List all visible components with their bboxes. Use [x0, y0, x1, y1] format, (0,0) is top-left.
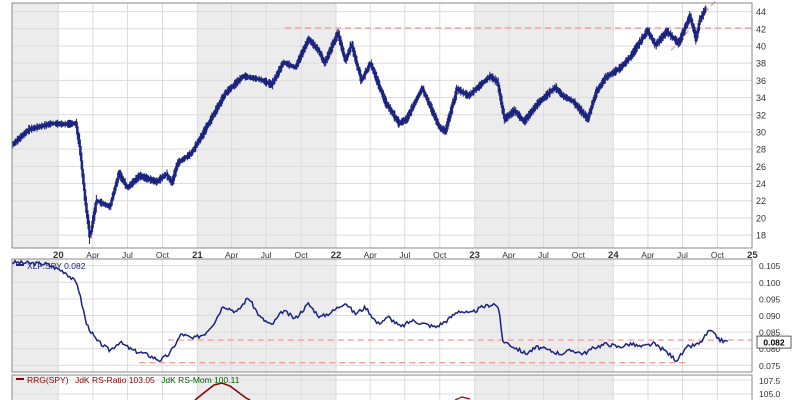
price-x-tick-label: 21	[192, 250, 203, 261]
price-y-tick-label: 36	[756, 76, 766, 86]
price-background	[12, 3, 752, 248]
ratio-y-tick-label: 0.085	[759, 328, 781, 338]
price-y-tick-label: 38	[756, 59, 766, 69]
ratio-last-value-box	[756, 335, 792, 349]
price-x-tick-label: Apr	[502, 250, 515, 260]
ratio-legend-text: XLF:SPY 0.082	[27, 261, 86, 271]
price-y-tick-label: 34	[756, 93, 766, 103]
price-panel: 18 20 22 24 26 28 30 32 34 36 38 40 42 44 20 Apr Jul Oct 2…	[11, 0, 766, 261]
price-y-tick-label: 26	[756, 162, 766, 172]
price-y-tick-label: 42	[756, 24, 766, 34]
rrg-panel: 107.5 105.0	[11, 374, 781, 400]
price-year-band	[197, 3, 337, 248]
price-x-tick-label: Oct	[294, 250, 308, 260]
price-x-tick-label: 20	[53, 250, 64, 261]
rrg-legend-ratio: JdK RS-Ratio 103.05	[75, 375, 155, 385]
price-x-tick-label: Apr	[364, 250, 377, 260]
ratio-last-value-label: 0.082	[763, 338, 785, 348]
rrg-ratio-line-tail	[454, 396, 471, 400]
price-y-tick-label: 18	[756, 231, 766, 241]
price-year-band	[474, 3, 614, 248]
rrg-ratio-line	[194, 382, 251, 400]
price-x-tick-label: 23	[469, 250, 480, 261]
price-x-tick-label: 24	[608, 250, 619, 261]
rrg-legend-label: RRG(SPY)	[27, 375, 69, 385]
price-x-tick-label: Oct	[711, 250, 725, 260]
rrg-year-band	[474, 375, 614, 400]
price-y-tick-label: 30	[756, 127, 766, 137]
rrg-y-tick-label: 105.0	[759, 389, 781, 399]
price-x-tick-label: Oct	[156, 250, 170, 260]
price-x-tick-label: Jul	[538, 250, 549, 260]
ratio-y-tick-label: 0.075	[759, 361, 781, 371]
rrg-year-band	[197, 375, 337, 400]
price-x-tick-label: Jul	[261, 250, 272, 260]
price-y-tick-label: 40	[756, 41, 766, 51]
price-frame	[11, 2, 753, 249]
price-y-tick-label: 24	[756, 179, 766, 189]
price-x-tick-label: 22	[331, 250, 342, 261]
legend-layer: XLF:SPY 0.082 RRG(SPY) JdK RS-Ratio 103.…	[16, 261, 240, 385]
price-x-tick-label: Jul	[122, 250, 133, 260]
price-y-tick-label: 22	[756, 196, 766, 206]
price-y-tick-label: 28	[756, 145, 766, 155]
ratio-legend-swatch	[16, 264, 24, 266]
ratio-series-line	[11, 259, 728, 363]
price-x-tick-label: Apr	[641, 250, 654, 260]
ratio-y-tick-label: 0.100	[759, 278, 781, 288]
price-y-tick-label: 32	[756, 110, 766, 120]
price-x-tick-label: Jul	[677, 250, 688, 260]
ratio-y-tick-label: 0.090	[759, 311, 781, 321]
price-x-tick-label: Oct	[572, 250, 586, 260]
rrg-legend-swatch	[16, 378, 24, 380]
ratio-frame	[11, 258, 753, 373]
rrg-y-tick-label: 107.5	[759, 376, 781, 386]
rrg-legend-momentum: JdK RS-Mom 100.11	[161, 375, 240, 385]
rrg-legend: RRG(SPY) JdK RS-Ratio 103.05 JdK RS-Mom …	[16, 375, 240, 385]
price-x-tick-label: Jul	[399, 250, 410, 260]
rrg-legend-text: RRG(SPY) JdK RS-Ratio 103.05 JdK RS-Mom …	[27, 375, 240, 385]
ratio-y-tick-label: 0.105	[759, 261, 781, 271]
price-x-tick-label: 25	[747, 250, 758, 261]
ratio-legend: XLF:SPY 0.082	[16, 261, 86, 271]
price-y-tick-label: 44	[756, 7, 766, 17]
rrg-background	[12, 375, 752, 400]
price-x-tick-label: Apr	[225, 250, 238, 260]
ratio-y-tick-label: 0.095	[759, 294, 781, 304]
price-y-tick-label: 20	[756, 213, 766, 223]
rrg-frame	[11, 374, 753, 400]
price-x-tick-label: Oct	[433, 250, 447, 260]
ratio-panel: 0.075 0.080 0.085 0.090 0.095 0.100 0.105 0.082	[11, 258, 792, 373]
price-x-tick-label: Apr	[86, 250, 99, 260]
ratio-y-tick-label: 0.080	[759, 344, 781, 354]
